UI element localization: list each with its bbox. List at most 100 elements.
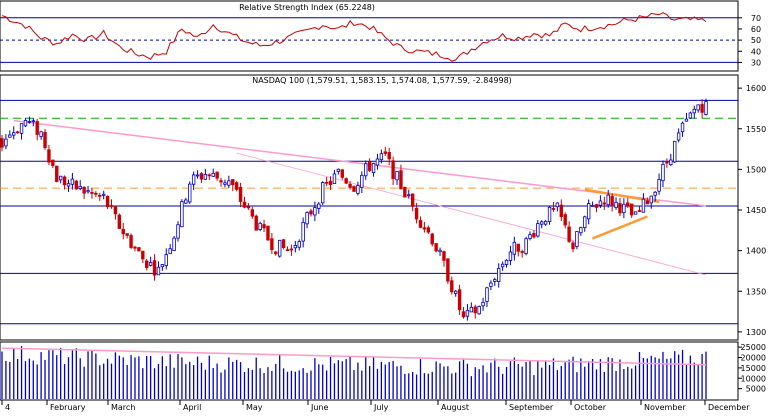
price-bar <box>8 130 12 138</box>
price-bar <box>27 116 32 124</box>
price-bar <box>442 250 446 267</box>
rsi-panel: Relative Strength Index (65.2248) 30 40 50… <box>0 0 761 72</box>
rsi-tick-label: 40 <box>751 47 761 56</box>
price-tick-label: 1600 <box>746 84 766 93</box>
price-bar <box>305 211 309 229</box>
price-bar <box>528 231 532 241</box>
price-bar <box>15 130 20 134</box>
price-bar <box>618 197 622 217</box>
price-bar <box>246 203 251 210</box>
price-bar <box>426 225 431 235</box>
price-bar <box>680 121 685 137</box>
price-bar <box>653 190 657 202</box>
price-frame <box>0 74 739 341</box>
price-bar <box>434 243 438 253</box>
price-bar <box>410 193 415 212</box>
rsi-tick-label: 70 <box>751 14 761 23</box>
x-axis: 4 February March April May June July August Sept… <box>1 400 750 412</box>
price-bar <box>590 201 595 207</box>
price-bar <box>665 158 669 168</box>
price-bar <box>133 245 137 252</box>
price-bar <box>328 176 333 190</box>
price-bar <box>23 117 28 128</box>
rsi-line <box>1 12 707 62</box>
price-bar <box>258 221 262 232</box>
price-bar <box>567 221 571 243</box>
price-bar <box>438 247 442 256</box>
volume-frame <box>0 341 739 401</box>
x-tick-label: March <box>111 403 135 412</box>
price-bar <box>148 256 153 267</box>
price-bar <box>543 219 548 226</box>
price-bar <box>602 196 607 210</box>
price-ticks: 1300 1350 1400 1450 1500 1550 1600 <box>738 84 766 337</box>
price-bar <box>547 206 552 225</box>
price-bar <box>465 304 470 321</box>
price-bar <box>704 98 708 116</box>
price-bar <box>277 239 282 258</box>
price-bar <box>555 202 560 212</box>
price-bar <box>461 306 466 319</box>
price-bar <box>551 202 556 212</box>
price-bar <box>516 243 520 257</box>
price-bar <box>637 206 642 213</box>
price-tick-label: 1450 <box>746 206 766 215</box>
x-tick-label: July <box>373 403 389 412</box>
price-bar <box>688 111 693 119</box>
price-bar <box>497 263 501 288</box>
price-bar <box>641 193 646 213</box>
price-bar <box>540 220 544 229</box>
price-bar <box>289 244 294 256</box>
price-tick-label: 1550 <box>746 125 766 134</box>
price-bar <box>164 248 168 270</box>
price-bar <box>82 186 86 200</box>
x-tick-label: February <box>50 403 86 412</box>
price-bar <box>254 214 258 231</box>
x-tick-label: June <box>310 403 329 412</box>
volume-tick-label: 25000 <box>741 343 766 352</box>
price-bar <box>520 249 524 258</box>
price-bar <box>399 164 403 190</box>
trendline-orange <box>584 188 660 204</box>
price-tick-label: 1350 <box>746 287 766 296</box>
volume-tick-label: 20000 <box>741 354 766 363</box>
volume-trendline <box>1 347 707 366</box>
rsi-levels <box>0 17 738 63</box>
price-bar <box>321 181 325 206</box>
price-bar <box>191 171 196 191</box>
price-bar <box>58 175 63 184</box>
price-bar <box>270 233 274 254</box>
price-bar <box>98 192 102 201</box>
price-bar <box>583 215 587 232</box>
volume-bars <box>1 346 707 399</box>
price-bar <box>215 171 219 181</box>
price-bar <box>12 126 16 140</box>
price-bar <box>309 208 313 217</box>
price-bar <box>109 199 114 209</box>
price-bar <box>137 247 141 252</box>
price-bar <box>500 261 505 271</box>
price-bar <box>598 195 603 209</box>
price-bar <box>418 216 423 229</box>
price-bar <box>356 181 360 196</box>
price-bar <box>614 197 618 210</box>
price-panel: NASDAQ 100 (1,579.51, 1,583.15, 1,574.08… <box>0 74 766 341</box>
rsi-ticks: 30 40 50 60 70 <box>738 14 761 67</box>
price-bar <box>94 191 98 198</box>
price-bar <box>70 172 75 190</box>
price-bar <box>301 217 305 248</box>
price-bar <box>293 241 298 253</box>
price-bar <box>66 179 71 192</box>
price-bar <box>430 232 434 247</box>
x-tick-label: 4 <box>5 403 10 412</box>
price-bar <box>125 233 129 239</box>
price-bar <box>387 147 391 166</box>
price-bar <box>559 199 563 222</box>
price-bar <box>403 186 407 198</box>
price-bar <box>160 264 165 271</box>
price-bar <box>446 258 450 284</box>
price-bar <box>700 99 704 119</box>
price-bar <box>696 104 700 113</box>
